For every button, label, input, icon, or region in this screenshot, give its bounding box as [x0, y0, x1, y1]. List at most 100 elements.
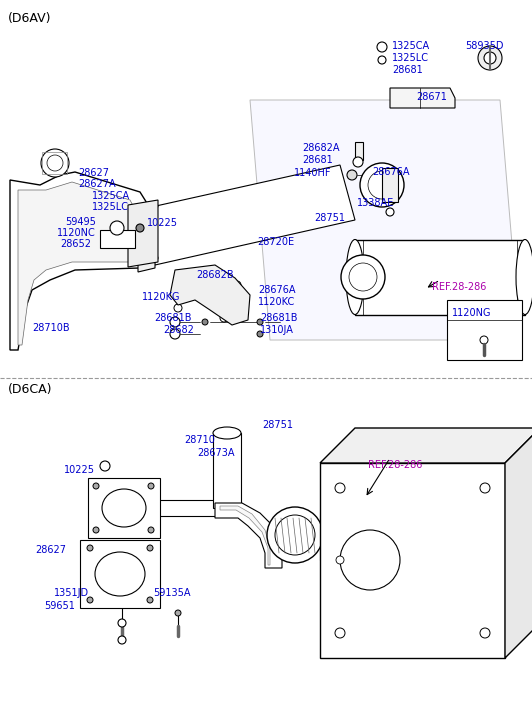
Circle shape: [130, 257, 136, 263]
Text: 1325CA: 1325CA: [392, 41, 430, 51]
Text: 1325LC: 1325LC: [92, 202, 129, 212]
Polygon shape: [138, 165, 355, 265]
Text: 1338AE: 1338AE: [357, 198, 394, 208]
Bar: [100, 230, 135, 248]
Polygon shape: [170, 265, 250, 325]
Text: 1120NC: 1120NC: [57, 228, 96, 238]
Text: 28681B: 28681B: [260, 313, 297, 323]
Text: (D6AV): (D6AV): [8, 12, 52, 25]
Circle shape: [196, 271, 204, 279]
Text: 58935D: 58935D: [465, 41, 503, 51]
Circle shape: [87, 545, 93, 551]
Text: 28627: 28627: [78, 168, 109, 178]
Text: 28682: 28682: [163, 325, 194, 335]
Text: 28751: 28751: [314, 213, 345, 223]
Circle shape: [347, 170, 357, 180]
Circle shape: [170, 317, 180, 327]
Bar: [355, 142, 363, 160]
Text: 10225: 10225: [147, 218, 178, 228]
Circle shape: [335, 483, 345, 493]
Text: 28681B: 28681B: [154, 313, 192, 323]
Text: 28710: 28710: [184, 435, 215, 445]
Circle shape: [341, 255, 385, 299]
Polygon shape: [250, 100, 520, 340]
Circle shape: [220, 314, 228, 322]
Circle shape: [130, 205, 136, 211]
Circle shape: [148, 527, 154, 533]
Circle shape: [480, 336, 488, 344]
Polygon shape: [10, 172, 150, 350]
Circle shape: [478, 46, 502, 70]
Circle shape: [174, 304, 182, 312]
Circle shape: [335, 628, 345, 638]
Text: 1120KC: 1120KC: [258, 297, 295, 307]
Circle shape: [170, 329, 180, 339]
Text: 28627A: 28627A: [78, 179, 115, 189]
Bar: [88, 478, 160, 538]
Circle shape: [275, 515, 315, 555]
Circle shape: [480, 483, 490, 493]
Text: REF.28-286: REF.28-286: [432, 282, 486, 292]
Circle shape: [353, 157, 363, 167]
Circle shape: [118, 619, 126, 627]
Ellipse shape: [516, 239, 532, 315]
Text: 28676A: 28676A: [258, 285, 295, 295]
Text: 28673A: 28673A: [197, 448, 235, 458]
Polygon shape: [18, 182, 138, 345]
Polygon shape: [390, 88, 455, 108]
Circle shape: [136, 224, 144, 232]
Text: 28710B: 28710B: [32, 323, 70, 333]
Circle shape: [484, 52, 496, 64]
Text: 1351JD: 1351JD: [54, 588, 89, 598]
Circle shape: [118, 636, 126, 644]
Bar: [382, 168, 398, 202]
Circle shape: [147, 545, 153, 551]
Text: 1325CA: 1325CA: [92, 191, 130, 201]
Circle shape: [148, 483, 154, 489]
Ellipse shape: [102, 489, 146, 527]
Circle shape: [386, 208, 394, 216]
Ellipse shape: [346, 239, 364, 315]
Text: 28676A: 28676A: [372, 167, 410, 177]
Circle shape: [100, 461, 110, 471]
Text: (D6CA): (D6CA): [8, 383, 53, 396]
Circle shape: [377, 42, 387, 52]
Circle shape: [93, 483, 99, 489]
Text: 1140HF: 1140HF: [294, 168, 331, 178]
Circle shape: [147, 597, 153, 603]
Circle shape: [349, 263, 377, 291]
Text: 10225: 10225: [64, 465, 95, 475]
Text: 28682B: 28682B: [196, 270, 234, 280]
Bar: [320, 463, 505, 658]
Circle shape: [202, 319, 208, 325]
Ellipse shape: [213, 427, 241, 439]
Bar: [447, 300, 522, 360]
Polygon shape: [128, 200, 158, 267]
Circle shape: [360, 163, 404, 207]
Circle shape: [257, 331, 263, 337]
Text: 1310JA: 1310JA: [260, 325, 294, 335]
Circle shape: [93, 527, 99, 533]
Circle shape: [233, 281, 241, 289]
Text: 59495: 59495: [65, 217, 96, 227]
Text: 1325LC: 1325LC: [392, 53, 429, 63]
Bar: [355, 240, 525, 315]
Text: 28751: 28751: [262, 420, 293, 430]
Circle shape: [257, 319, 263, 325]
Circle shape: [41, 149, 69, 177]
Circle shape: [480, 628, 490, 638]
Text: 28671: 28671: [416, 92, 447, 102]
Circle shape: [175, 610, 181, 616]
Circle shape: [110, 221, 124, 235]
Polygon shape: [215, 503, 282, 568]
Circle shape: [47, 155, 63, 171]
Circle shape: [336, 556, 344, 564]
Circle shape: [267, 507, 323, 563]
Bar: [80, 540, 160, 608]
Text: 59651: 59651: [44, 601, 75, 611]
Polygon shape: [138, 202, 155, 272]
Circle shape: [378, 56, 386, 64]
Circle shape: [87, 597, 93, 603]
Ellipse shape: [95, 552, 145, 596]
Text: 28652: 28652: [60, 239, 91, 249]
